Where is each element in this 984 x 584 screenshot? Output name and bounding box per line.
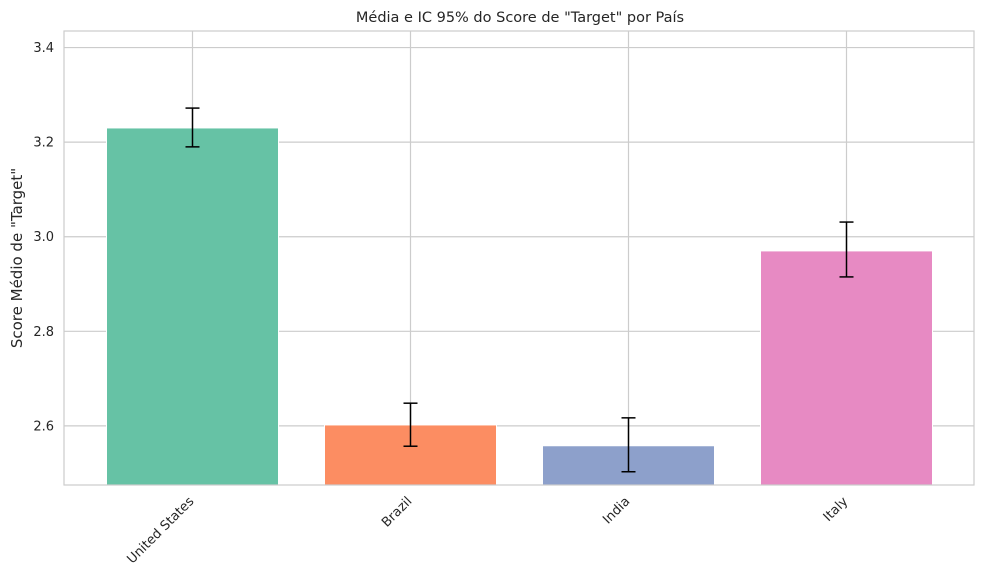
y-tick-label: 3.4 <box>33 41 54 56</box>
y-axis-ticks: 2.6 2.8 3.0 3.2 3.4 <box>33 41 54 434</box>
x-tick-label: United States <box>124 494 197 567</box>
error-bars <box>185 107 854 473</box>
x-tick-label: Italy <box>821 494 852 525</box>
x-axis-ticks: United States Brazil India Italy <box>124 494 851 567</box>
y-tick-label: 3.0 <box>33 230 54 245</box>
y-axis-label: Score Médio de "Target" <box>8 168 26 348</box>
y-tick-label: 3.2 <box>33 136 54 151</box>
bars <box>106 127 933 486</box>
x-tick-label: Brazil <box>379 494 415 530</box>
y-tick-label: 2.6 <box>33 419 54 434</box>
bar-united-states <box>106 127 279 486</box>
y-tick-label: 2.8 <box>33 325 54 340</box>
bar-italy <box>760 250 933 486</box>
x-tick-label: India <box>600 494 633 527</box>
plot-frame <box>63 30 975 486</box>
chart-title: Média e IC 95% do Score de "Target" por … <box>356 10 684 26</box>
